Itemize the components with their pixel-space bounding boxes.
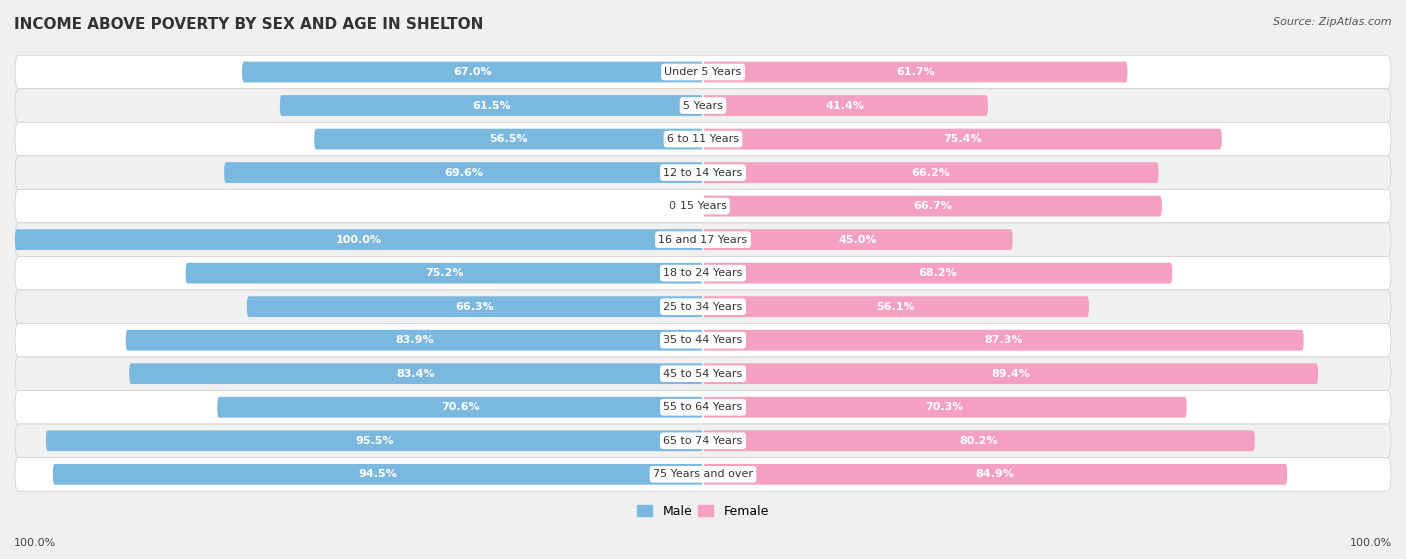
Text: 41.4%: 41.4% (825, 101, 865, 111)
Text: 65 to 74 Years: 65 to 74 Years (664, 436, 742, 446)
FancyBboxPatch shape (242, 61, 703, 82)
FancyBboxPatch shape (703, 296, 1090, 317)
Text: 100.0%: 100.0% (1350, 538, 1392, 548)
Text: 66.3%: 66.3% (456, 302, 495, 312)
FancyBboxPatch shape (15, 424, 1391, 457)
FancyBboxPatch shape (703, 95, 988, 116)
FancyBboxPatch shape (15, 457, 1391, 491)
Text: 100.0%: 100.0% (14, 538, 56, 548)
Text: 18 to 24 Years: 18 to 24 Years (664, 268, 742, 278)
FancyBboxPatch shape (703, 263, 1173, 283)
FancyBboxPatch shape (15, 391, 1391, 424)
Text: Source: ZipAtlas.com: Source: ZipAtlas.com (1274, 17, 1392, 27)
FancyBboxPatch shape (315, 129, 703, 149)
Text: 69.6%: 69.6% (444, 168, 484, 178)
Text: 12 to 14 Years: 12 to 14 Years (664, 168, 742, 178)
Text: 6 to 11 Years: 6 to 11 Years (666, 134, 740, 144)
FancyBboxPatch shape (15, 357, 1391, 391)
FancyBboxPatch shape (46, 430, 703, 451)
Text: 84.9%: 84.9% (976, 470, 1015, 479)
Text: 55 to 64 Years: 55 to 64 Years (664, 402, 742, 412)
FancyBboxPatch shape (129, 363, 703, 384)
Text: 70.6%: 70.6% (441, 402, 479, 412)
Text: 67.0%: 67.0% (453, 67, 492, 77)
Text: 83.4%: 83.4% (396, 369, 436, 378)
Text: 15 Years: 15 Years (679, 201, 727, 211)
FancyBboxPatch shape (53, 464, 703, 485)
Text: 75.4%: 75.4% (943, 134, 981, 144)
FancyBboxPatch shape (15, 89, 1391, 122)
Text: 89.4%: 89.4% (991, 369, 1031, 378)
FancyBboxPatch shape (218, 397, 703, 418)
FancyBboxPatch shape (125, 330, 703, 350)
FancyBboxPatch shape (280, 95, 703, 116)
FancyBboxPatch shape (15, 190, 1391, 223)
FancyBboxPatch shape (186, 263, 703, 283)
FancyBboxPatch shape (703, 196, 1161, 216)
FancyBboxPatch shape (15, 324, 1391, 357)
FancyBboxPatch shape (247, 296, 703, 317)
Text: 61.5%: 61.5% (472, 101, 510, 111)
Text: 68.2%: 68.2% (918, 268, 957, 278)
Text: 87.3%: 87.3% (984, 335, 1022, 345)
Text: 5 Years: 5 Years (683, 101, 723, 111)
Text: 75.2%: 75.2% (425, 268, 464, 278)
FancyBboxPatch shape (15, 223, 1391, 257)
Text: 66.2%: 66.2% (911, 168, 950, 178)
FancyBboxPatch shape (703, 363, 1317, 384)
FancyBboxPatch shape (224, 162, 703, 183)
Text: INCOME ABOVE POVERTY BY SEX AND AGE IN SHELTON: INCOME ABOVE POVERTY BY SEX AND AGE IN S… (14, 17, 484, 32)
Text: 75 Years and over: 75 Years and over (652, 470, 754, 479)
FancyBboxPatch shape (15, 156, 1391, 190)
FancyBboxPatch shape (703, 430, 1254, 451)
FancyBboxPatch shape (703, 162, 1159, 183)
FancyBboxPatch shape (15, 257, 1391, 290)
FancyBboxPatch shape (703, 330, 1303, 350)
FancyBboxPatch shape (703, 229, 1012, 250)
Text: 35 to 44 Years: 35 to 44 Years (664, 335, 742, 345)
Text: 0.0%: 0.0% (668, 201, 696, 211)
FancyBboxPatch shape (15, 122, 1391, 156)
Text: 66.7%: 66.7% (912, 201, 952, 211)
Text: 70.3%: 70.3% (925, 402, 965, 412)
Text: 100.0%: 100.0% (336, 235, 382, 245)
Text: 45 to 54 Years: 45 to 54 Years (664, 369, 742, 378)
Legend: Male, Female: Male, Female (633, 500, 773, 523)
Text: 56.5%: 56.5% (489, 134, 527, 144)
Text: 61.7%: 61.7% (896, 67, 935, 77)
FancyBboxPatch shape (703, 129, 1222, 149)
Text: 25 to 34 Years: 25 to 34 Years (664, 302, 742, 312)
FancyBboxPatch shape (703, 61, 1128, 82)
Text: 83.9%: 83.9% (395, 335, 433, 345)
FancyBboxPatch shape (703, 464, 1286, 485)
FancyBboxPatch shape (15, 55, 1391, 89)
FancyBboxPatch shape (703, 397, 1187, 418)
Text: 80.2%: 80.2% (960, 436, 998, 446)
Text: 16 and 17 Years: 16 and 17 Years (658, 235, 748, 245)
Text: Under 5 Years: Under 5 Years (665, 67, 741, 77)
Text: 95.5%: 95.5% (356, 436, 394, 446)
Text: 45.0%: 45.0% (838, 235, 877, 245)
Text: 94.5%: 94.5% (359, 470, 398, 479)
FancyBboxPatch shape (15, 290, 1391, 324)
FancyBboxPatch shape (15, 229, 703, 250)
Text: 56.1%: 56.1% (877, 302, 915, 312)
